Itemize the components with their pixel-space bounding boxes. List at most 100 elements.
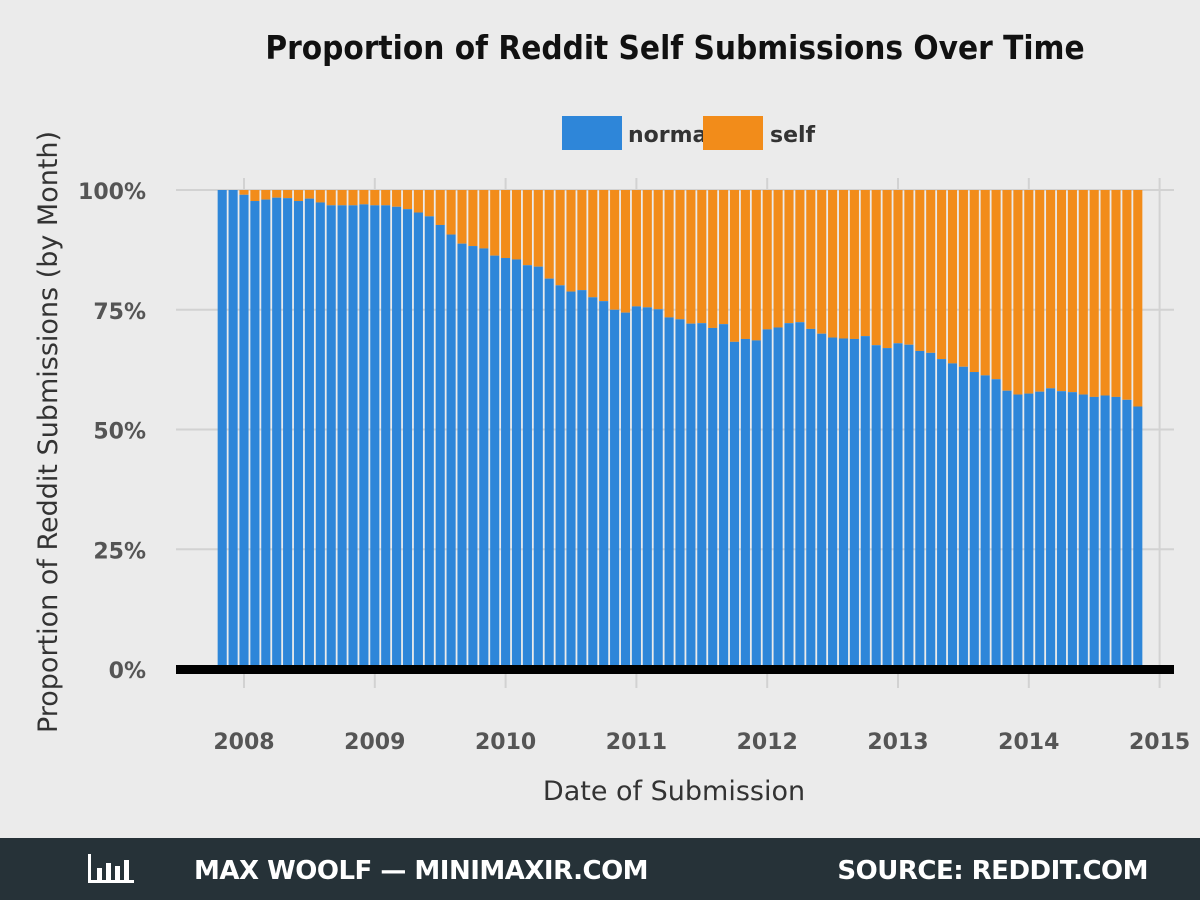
bar-normal	[675, 319, 685, 669]
bar-self	[653, 190, 663, 310]
bar-normal	[904, 344, 914, 669]
bar-normal	[250, 201, 260, 669]
bar-self	[751, 190, 761, 341]
bar-self	[915, 190, 925, 351]
bar-normal	[446, 234, 456, 669]
bar-normal	[315, 202, 325, 670]
legend-label-normal: normal	[628, 123, 715, 148]
bar-normal	[522, 265, 532, 669]
bar-normal	[392, 206, 402, 669]
bar-self	[969, 190, 979, 373]
bar-normal	[272, 197, 282, 669]
bar-normal	[882, 348, 892, 669]
bar-normal	[1100, 395, 1110, 669]
bar-self	[457, 190, 467, 244]
bar-self	[293, 190, 304, 202]
bar-normal	[348, 205, 358, 669]
bar-self	[620, 190, 631, 313]
bar-self	[381, 190, 391, 206]
bar-self	[675, 190, 685, 320]
bar-normal	[468, 246, 478, 669]
bar-normal	[708, 327, 718, 669]
bar-normal	[969, 372, 979, 669]
bar-self	[904, 190, 914, 345]
y-tick-label: 75%	[93, 300, 146, 325]
bar-self	[1122, 190, 1132, 400]
bar-normal	[838, 338, 849, 669]
bar-normal	[664, 317, 674, 669]
bar-self	[806, 190, 816, 329]
y-axis-title: Proportion of Reddit Submissions (by Mon…	[33, 131, 64, 733]
bar-normal	[1002, 390, 1012, 669]
bar-self	[511, 190, 522, 260]
bar-normal	[479, 248, 489, 670]
bar-normal	[1078, 394, 1088, 669]
bar-normal	[1111, 396, 1121, 669]
bar-normal	[501, 258, 511, 669]
bar-normal	[1046, 388, 1056, 669]
bar-normal	[915, 350, 925, 669]
bar-self	[947, 190, 958, 364]
bar-normal	[751, 340, 761, 669]
axes: 0% 25% 50% 75% 100% 2008 2009 2010 2011 2012 2013 2…	[78, 180, 1190, 755]
bar-normal	[490, 255, 500, 670]
bars	[217, 190, 1143, 670]
bar-self	[980, 190, 990, 376]
y-tick-label: 0%	[109, 659, 146, 684]
bar-normal	[620, 312, 631, 669]
bar-normal	[217, 190, 227, 669]
bar-self	[817, 190, 827, 334]
bar-self	[828, 190, 838, 338]
bar-self	[860, 190, 870, 337]
bar-normal	[544, 278, 554, 669]
bar-self	[1046, 190, 1056, 389]
bar-self	[849, 190, 859, 339]
bar-self	[304, 190, 314, 199]
bar-normal	[293, 201, 304, 669]
x-tick-label: 2011	[606, 730, 667, 755]
bar-self	[784, 190, 794, 324]
bar-normal	[1013, 394, 1023, 669]
x-tick-label: 2009	[344, 730, 405, 755]
x-tick-label: 2014	[998, 730, 1059, 755]
bar-normal	[991, 379, 1001, 669]
bar-normal	[773, 327, 783, 669]
bar-self	[729, 190, 740, 342]
bar-self	[773, 190, 783, 328]
bar-normal	[370, 205, 380, 669]
bar-normal	[599, 301, 609, 669]
bar-self	[522, 190, 532, 266]
bar-normal	[947, 363, 958, 669]
bar-self	[991, 190, 1001, 380]
bar-normal	[359, 204, 369, 669]
bar-normal	[435, 224, 445, 670]
legend: normal self	[562, 116, 816, 150]
bar-self	[664, 190, 674, 318]
legend-swatch-normal	[562, 116, 622, 150]
bar-self	[1078, 190, 1088, 395]
bar-normal	[871, 345, 881, 669]
bar-normal	[304, 198, 314, 669]
bar-self	[501, 190, 511, 259]
bar-normal	[533, 266, 543, 669]
x-tick-label: 2013	[867, 730, 928, 755]
bar-normal	[740, 338, 750, 669]
bar-normal	[283, 198, 293, 669]
bar-self	[326, 190, 336, 206]
bar-normal	[980, 375, 990, 669]
bar-self	[838, 190, 849, 339]
bar-normal	[610, 309, 620, 669]
bar-normal	[239, 194, 249, 670]
bar-normal	[860, 336, 870, 669]
bar-self	[1035, 190, 1045, 392]
x-tick-label: 2008	[213, 730, 274, 755]
bar-self	[686, 190, 696, 324]
bar-self	[1056, 190, 1067, 392]
bar-self	[740, 190, 750, 339]
bar-self	[261, 190, 271, 200]
bar-normal	[642, 307, 652, 669]
bar-self	[937, 190, 947, 360]
bar-self	[479, 190, 489, 249]
bar-self	[435, 190, 445, 225]
bar-normal	[1133, 406, 1143, 669]
